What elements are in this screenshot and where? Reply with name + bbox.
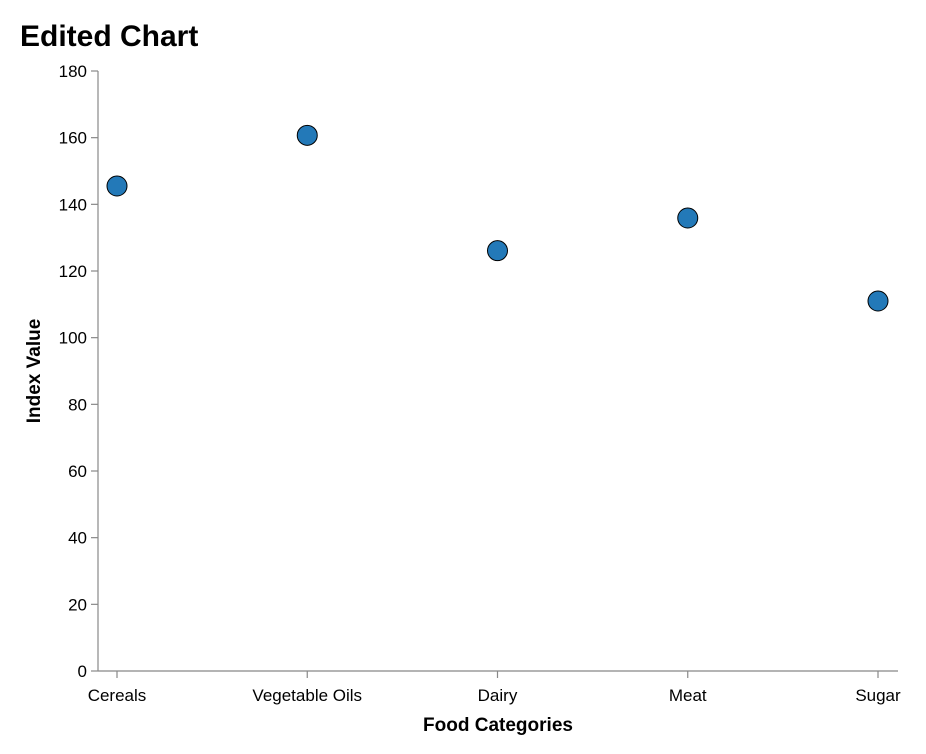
y-tick-label: 180: [59, 62, 87, 81]
data-points: [106, 124, 889, 312]
y-tick-label: 140: [59, 195, 87, 214]
data-point: [867, 290, 889, 312]
y-tick-label: 120: [59, 262, 87, 281]
x-tick-label: Dairy: [478, 686, 518, 705]
y-tick-label: 60: [68, 462, 87, 481]
y-tick-label: 20: [68, 595, 87, 614]
y-tick-label: 0: [78, 662, 87, 681]
data-point: [487, 240, 508, 262]
chart-title: Edited Chart: [20, 20, 198, 53]
y-tick-label: 40: [68, 529, 87, 548]
x-tick-label: Vegetable Oils: [252, 686, 362, 705]
data-point: [677, 207, 699, 229]
x-tick-label: Cereals: [88, 686, 147, 705]
y-tick-label: 160: [59, 129, 87, 148]
data-point: [106, 175, 128, 197]
x-tick-label: Sugar: [855, 686, 901, 705]
x-axis-title: Food Categories: [423, 715, 573, 736]
x-tick-label: Meat: [669, 686, 707, 705]
data-point: [296, 124, 318, 146]
y-axis-title: Index Value: [24, 319, 45, 424]
y-tick-label: 80: [68, 395, 87, 414]
y-tick-label: 100: [59, 329, 87, 348]
x-axis: Cereals Vegetable Oils Dairy Meat Sugar: [88, 670, 901, 705]
y-axis: 0 20 40 60 80 100 120 140 160 180: [59, 62, 99, 681]
